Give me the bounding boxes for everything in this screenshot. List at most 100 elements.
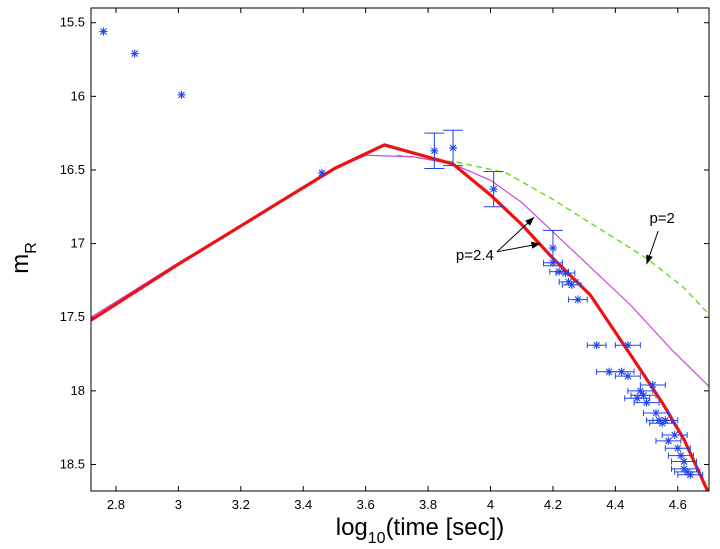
x-tick-label: 3.4 — [294, 497, 312, 512]
data-point — [664, 444, 691, 453]
data-point — [483, 170, 504, 208]
x-axis-title-base: log — [336, 514, 368, 541]
observations-layer — [99, 27, 704, 479]
x-tick-label: 3.6 — [357, 497, 375, 512]
annotation-arrowhead — [646, 254, 653, 265]
data-point — [561, 280, 582, 289]
data-point — [671, 457, 698, 466]
asterisk-stroke — [686, 471, 694, 479]
asterisk-stroke — [131, 50, 139, 58]
plot-frame — [90, 7, 710, 492]
asterisk-stroke — [652, 409, 660, 417]
x-tick-label: 3.8 — [419, 497, 437, 512]
asterisk-stroke — [649, 381, 657, 389]
y-tick-label: 16 — [71, 88, 85, 103]
asterisk-stroke — [562, 269, 569, 277]
y-tick-label: 17.5 — [60, 309, 85, 324]
x-axis-title-sub: 10 — [368, 530, 386, 547]
x-tick-labels: 2.8 3 3.2 3.4 3.6 3.8 4 4.2 4.4 4.6 — [107, 497, 687, 512]
data-point — [99, 27, 108, 36]
asterisk-stroke — [574, 296, 582, 303]
asterisk-stroke — [661, 416, 669, 424]
asterisk-stroke — [430, 147, 438, 155]
asterisk-stroke — [636, 387, 644, 395]
asterisk-stroke — [674, 444, 682, 452]
data-point — [614, 372, 641, 381]
y-tick-label: 18 — [71, 383, 85, 398]
y-tick-label: 16.5 — [60, 162, 85, 177]
asterisk-stroke — [318, 169, 326, 177]
annotation-arrowhead — [525, 217, 535, 226]
asterisk-stroke — [449, 144, 457, 152]
data-point — [677, 470, 704, 479]
data-point — [667, 451, 694, 460]
x-tick-label: 3 — [175, 497, 182, 512]
asterisk-stroke — [677, 452, 685, 460]
series-line-1 — [396, 154, 709, 315]
asterisk-stroke — [100, 28, 107, 35]
x-tick-label: 4.4 — [606, 497, 624, 512]
annotation-arrowhead — [531, 241, 541, 249]
data-point — [642, 408, 669, 417]
x-tick-label: 3.2 — [232, 497, 250, 512]
asterisk-stroke — [683, 468, 691, 476]
data-point — [661, 431, 688, 440]
y-tick-label: 15.5 — [60, 15, 85, 30]
data-point — [424, 132, 445, 170]
series-layer — [91, 143, 709, 491]
y-axis-title: mR — [7, 242, 40, 274]
asterisk-stroke — [640, 391, 647, 399]
asterisk-stroke — [549, 244, 557, 252]
data-point — [655, 436, 682, 445]
y-tick-label: 18.5 — [60, 456, 85, 471]
asterisk-stroke — [549, 259, 557, 267]
x-axis-title: log10(time [sec]) — [336, 514, 505, 547]
data-point — [630, 391, 657, 400]
x-tick-label: 4.2 — [544, 497, 562, 512]
annotations-layer: p=2 p=2.4 — [456, 210, 675, 265]
data-point — [639, 380, 666, 389]
asterisk-stroke — [178, 91, 185, 99]
data-point — [568, 295, 588, 304]
asterisk-stroke — [671, 431, 679, 439]
data-point — [130, 49, 139, 58]
asterisk-stroke — [680, 458, 688, 465]
data-point — [443, 129, 464, 167]
asterisk-stroke — [624, 372, 632, 380]
asterisk-stroke — [593, 341, 601, 349]
annotation-label: p=2 — [649, 210, 674, 227]
x-tick-label: 4.6 — [669, 497, 687, 512]
data-point — [317, 168, 326, 177]
asterisk-stroke — [618, 368, 625, 376]
asterisk-stroke — [490, 185, 498, 193]
asterisk-stroke — [568, 281, 576, 289]
asterisk-stroke — [643, 399, 650, 407]
asterisk-stroke — [665, 437, 672, 445]
y-tick-label: 17 — [71, 236, 85, 251]
plot-background — [91, 8, 709, 491]
asterisk-stroke — [555, 268, 563, 275]
data-point — [608, 367, 635, 376]
data-point — [555, 269, 576, 278]
data-point — [543, 258, 563, 267]
y-axis-title-base: m — [7, 254, 34, 274]
y-tick-labels: 15.5 16 16.5 17 17.5 18 18.5 — [60, 15, 85, 472]
asterisk-stroke — [624, 341, 632, 349]
y-axis-title-sub: R — [23, 242, 40, 254]
x-tick-label: 4 — [487, 497, 494, 512]
data-point — [674, 467, 701, 476]
asterisk-stroke — [680, 465, 688, 473]
data-point — [614, 341, 641, 350]
x-axis-title-rest: (time [sec]) — [386, 514, 505, 541]
x-tick-label: 2.8 — [107, 497, 125, 512]
data-point — [177, 90, 186, 99]
data-point — [633, 398, 660, 407]
asterisk-stroke — [565, 278, 572, 286]
data-point — [652, 416, 679, 425]
data-point — [586, 341, 607, 350]
data-point — [627, 386, 654, 395]
asterisk-stroke — [633, 394, 641, 402]
annotation-label: p=2.4 — [456, 247, 494, 264]
series-line-3 — [91, 143, 709, 491]
